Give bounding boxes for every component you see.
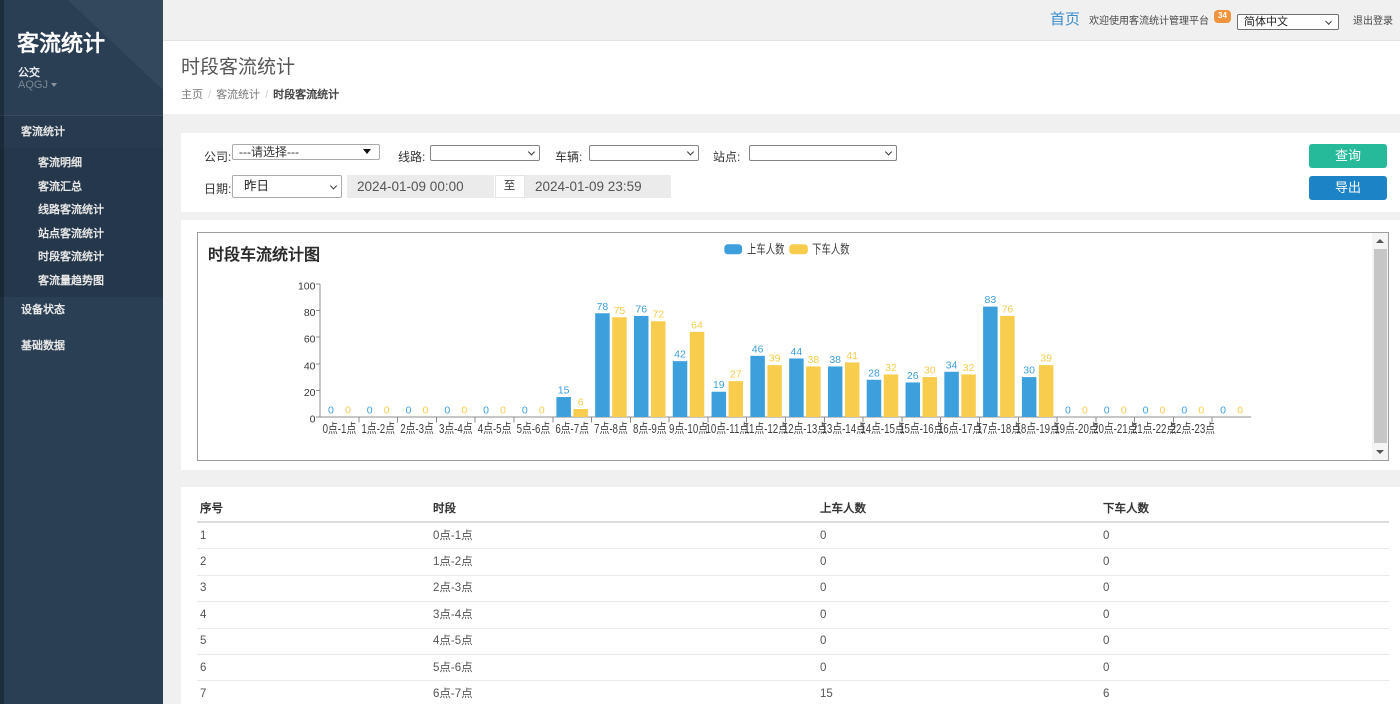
svg-text:39: 39 — [769, 353, 781, 365]
svg-text:19点-20点: 19点-20点 — [1054, 422, 1098, 437]
svg-text:0: 0 — [1082, 405, 1088, 417]
svg-text:27: 27 — [730, 369, 742, 381]
svg-text:5点-6点: 5点-6点 — [517, 422, 551, 437]
svg-text:15点-16点: 15点-16点 — [899, 422, 943, 437]
svg-text:0: 0 — [1160, 405, 1166, 417]
svg-text:3点-4点: 3点-4点 — [439, 422, 473, 437]
svg-text:40: 40 — [304, 360, 316, 372]
svg-text:0: 0 — [522, 405, 528, 417]
svg-text:1点-2点: 1点-2点 — [361, 422, 395, 437]
svg-text:44: 44 — [791, 346, 803, 358]
svg-text:0: 0 — [328, 405, 334, 417]
svg-text:22点-23点: 22点-23点 — [1171, 422, 1215, 437]
svg-text:18点-19点: 18点-19点 — [1015, 422, 1059, 437]
svg-text:0: 0 — [1237, 405, 1243, 417]
svg-text:0: 0 — [406, 405, 412, 417]
svg-text:32: 32 — [885, 362, 897, 374]
svg-text:0: 0 — [1121, 405, 1127, 417]
svg-text:9点-10点: 9点-10点 — [669, 422, 708, 437]
svg-text:0: 0 — [384, 405, 390, 417]
svg-text:100: 100 — [298, 281, 316, 293]
svg-text:30: 30 — [924, 365, 936, 377]
svg-text:0: 0 — [444, 405, 450, 417]
svg-text:0: 0 — [1065, 405, 1071, 417]
svg-text:15: 15 — [558, 385, 570, 397]
svg-text:0: 0 — [1143, 405, 1149, 417]
svg-text:20点-21点: 20点-21点 — [1093, 422, 1137, 437]
svg-text:下车人数: 下车人数 — [812, 241, 849, 257]
svg-text:0: 0 — [461, 405, 467, 417]
svg-text:13点-14点: 13点-14点 — [821, 422, 865, 437]
svg-text:0: 0 — [539, 405, 545, 417]
svg-text:2点-3点: 2点-3点 — [400, 422, 434, 437]
svg-text:60: 60 — [304, 334, 316, 346]
svg-text:17点-18点: 17点-18点 — [977, 422, 1021, 437]
svg-text:4点-5点: 4点-5点 — [478, 422, 512, 437]
svg-text:20: 20 — [304, 387, 316, 399]
svg-text:6: 6 — [578, 397, 584, 409]
svg-text:0: 0 — [500, 405, 506, 417]
svg-text:64: 64 — [691, 319, 703, 331]
svg-text:76: 76 — [635, 303, 647, 315]
svg-text:80: 80 — [304, 307, 316, 319]
svg-text:0: 0 — [345, 405, 351, 417]
svg-text:0: 0 — [310, 414, 316, 426]
svg-text:38: 38 — [808, 354, 820, 366]
svg-text:10点-11点: 10点-11点 — [705, 422, 749, 437]
svg-text:0: 0 — [367, 405, 373, 417]
svg-text:42: 42 — [674, 349, 686, 361]
svg-text:34: 34 — [946, 359, 958, 371]
svg-text:30: 30 — [1023, 365, 1035, 377]
svg-text:41: 41 — [846, 350, 858, 362]
svg-text:0: 0 — [1220, 405, 1226, 417]
svg-text:6点-7点: 6点-7点 — [555, 422, 589, 437]
svg-text:0: 0 — [1104, 405, 1110, 417]
svg-text:0: 0 — [1198, 405, 1204, 417]
svg-text:14点-15点: 14点-15点 — [860, 422, 904, 437]
svg-text:32: 32 — [963, 362, 975, 374]
svg-text:11点-12点: 11点-12点 — [744, 422, 788, 437]
svg-text:0: 0 — [423, 405, 429, 417]
svg-text:上车人数: 上车人数 — [747, 241, 784, 257]
svg-text:46: 46 — [752, 343, 764, 355]
svg-text:28: 28 — [868, 367, 880, 379]
svg-text:0: 0 — [483, 405, 489, 417]
svg-text:21点-22点: 21点-22点 — [1132, 422, 1176, 437]
svg-text:8点-9点: 8点-9点 — [633, 422, 667, 437]
svg-text:76: 76 — [1002, 303, 1014, 315]
svg-text:12点-13点: 12点-13点 — [783, 422, 827, 437]
svg-text:0: 0 — [1181, 405, 1187, 417]
svg-text:72: 72 — [652, 309, 664, 321]
svg-text:78: 78 — [597, 301, 609, 313]
svg-text:16点-17点: 16点-17点 — [938, 422, 982, 437]
svg-text:38: 38 — [829, 354, 841, 366]
svg-text:7点-8点: 7点-8点 — [594, 422, 628, 437]
svg-text:0点-1点: 0点-1点 — [323, 422, 357, 437]
svg-text:39: 39 — [1040, 353, 1052, 365]
svg-text:83: 83 — [985, 294, 997, 306]
svg-text:19: 19 — [713, 379, 725, 391]
svg-text:26: 26 — [907, 370, 919, 382]
svg-text:75: 75 — [614, 305, 626, 317]
